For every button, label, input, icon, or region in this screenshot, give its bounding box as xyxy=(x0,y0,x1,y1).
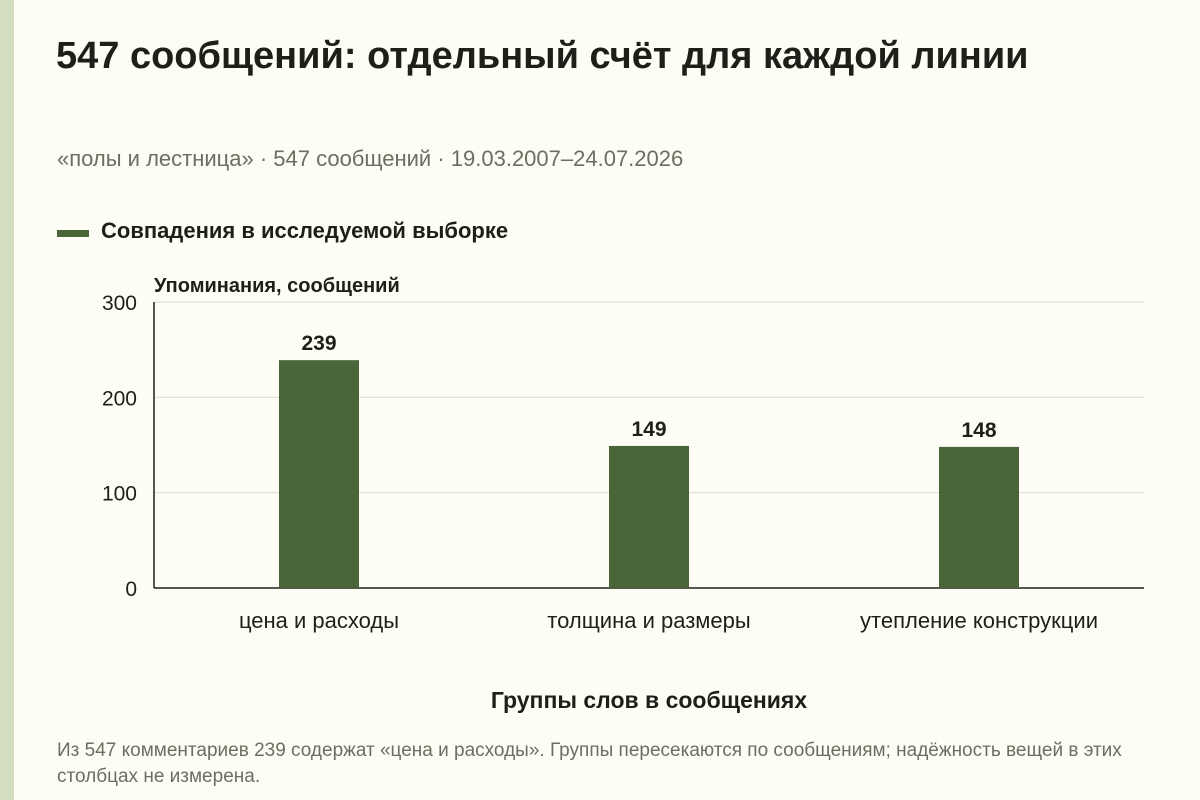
left-accent-stripe xyxy=(0,0,14,800)
x-tick-label: цена и расходы xyxy=(239,608,399,633)
bar-chart: 0 100 200 300 Упоминания, сообщений 239 цена и… xyxy=(102,275,1144,713)
footnote: Из 547 комментариев 239 содержат «цена и… xyxy=(57,740,1122,787)
chart-title: 547 сообщений: отдельный счёт для каждой… xyxy=(56,35,1029,77)
legend-swatch xyxy=(57,229,89,237)
bar-value-label: 239 xyxy=(301,332,336,355)
chart-subtitle: «полы и лестница» · 547 сообщений · 19.0… xyxy=(57,146,684,171)
y-tick-label: 0 xyxy=(125,578,137,601)
legend: Совпадения в исследуемой выборке xyxy=(57,218,508,244)
bar xyxy=(939,446,1019,588)
legend-label: Совпадения в исследуемой выборке xyxy=(101,218,509,243)
y-tick-label: 200 xyxy=(102,387,137,410)
y-tick-label: 300 xyxy=(102,292,137,315)
bar-value-label: 148 xyxy=(961,419,996,442)
y-axis-title: Упоминания, сообщений xyxy=(154,275,400,297)
bar xyxy=(279,360,359,588)
x-axis-title: Группы слов в сообщениях xyxy=(491,687,807,713)
bar-value-label: 149 xyxy=(631,418,666,441)
bar xyxy=(609,445,689,588)
y-tick-label: 100 xyxy=(102,483,137,506)
x-tick-label: утепление конструкции xyxy=(860,608,1098,633)
x-tick-label: толщина и размеры xyxy=(547,608,750,633)
